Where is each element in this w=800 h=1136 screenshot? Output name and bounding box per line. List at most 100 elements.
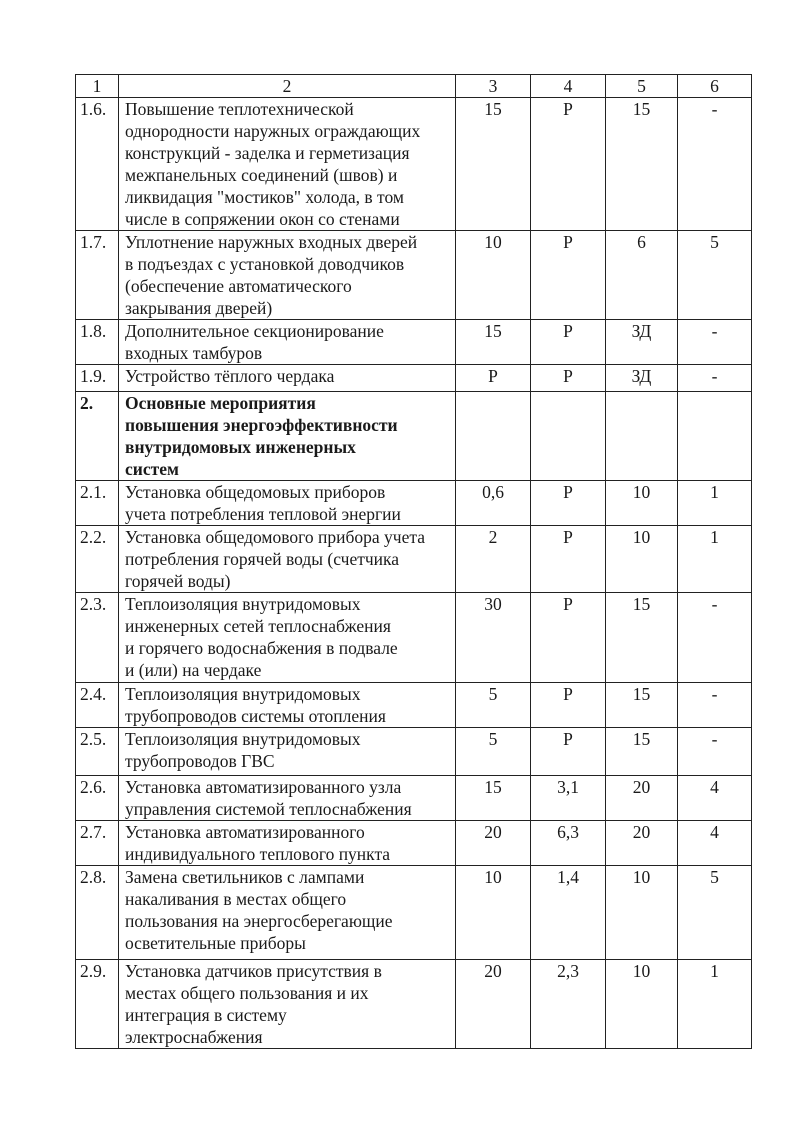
col3-value: 10 [455, 230, 531, 320]
row-number: 2.3. [75, 592, 119, 683]
col5-value: ЗД [605, 364, 678, 392]
table-row: 2. Основные мероприятия повышения энергоэ… [75, 391, 752, 481]
header-cell: 2 [118, 74, 456, 98]
table-header-row: 1 2 3 4 5 6 [75, 74, 752, 98]
col3-value: Р [455, 364, 531, 392]
row-number: 2.4. [75, 682, 119, 728]
row-description: Установка автоматизированного индивидуал… [118, 820, 456, 866]
col3-value: 15 [455, 97, 531, 231]
col4-value [530, 391, 606, 481]
row-description: Теплоизоляция внутридомовых трубопроводо… [118, 682, 456, 728]
col3-value: 2 [455, 525, 531, 593]
col4-value: Р [530, 592, 606, 683]
col3-value [455, 391, 531, 481]
table-row: 1.7. Уплотнение наружных входных дверей в… [75, 230, 752, 320]
col6-value: 1 [677, 959, 752, 1049]
col6-value: 4 [677, 820, 752, 866]
col5-value [605, 391, 678, 481]
col3-value: 15 [455, 319, 531, 365]
row-description: Установка автоматизированного узла управ… [118, 775, 456, 821]
col6-value: - [677, 364, 752, 392]
row-description: Основные мероприятия повышения энергоэфф… [118, 391, 456, 481]
col6-value: 5 [677, 230, 752, 320]
row-number: 2.2. [75, 525, 119, 593]
col5-value: 15 [605, 682, 678, 728]
col5-value: 10 [605, 865, 678, 960]
header-cell: 3 [455, 74, 531, 98]
measures-table: 1 2 3 4 5 6 1.6. Повышение теплотехническ… [75, 74, 752, 1049]
row-number: 2. [75, 391, 119, 481]
col5-value: 15 [605, 592, 678, 683]
col5-value: 10 [605, 525, 678, 593]
row-description: Установка общедомовых приборов учета пот… [118, 480, 456, 526]
row-number: 2.9. [75, 959, 119, 1049]
col5-value: ЗД [605, 319, 678, 365]
col5-value: 15 [605, 727, 678, 776]
col6-value: 1 [677, 525, 752, 593]
col6-value: 1 [677, 480, 752, 526]
col4-value: 6,3 [530, 820, 606, 866]
col4-value: Р [530, 97, 606, 231]
row-number: 1.6. [75, 97, 119, 231]
row-number: 2.8. [75, 865, 119, 960]
table-row: 2.2. Установка общедомового прибора учета… [75, 525, 752, 593]
row-description: Установка датчиков присутствия в местах … [118, 959, 456, 1049]
table-row: 1.8. Дополнительное секционирование входн… [75, 319, 752, 365]
col3-value: 5 [455, 727, 531, 776]
row-number: 1.8. [75, 319, 119, 365]
table-row: 2.5. Теплоизоляция внутридомовых трубопро… [75, 727, 752, 776]
row-number: 2.7. [75, 820, 119, 866]
row-description: Дополнительное секционирование входных т… [118, 319, 456, 365]
col6-value: - [677, 97, 752, 231]
row-number: 2.1. [75, 480, 119, 526]
row-description: Теплоизоляция внутридомовых трубопроводо… [118, 727, 456, 776]
row-description: Устройство тёплого чердака [118, 364, 456, 392]
table-row: 1.6. Повышение теплотехнической однородно… [75, 97, 752, 231]
table-row: 2.8. Замена светильников с лампами накали… [75, 865, 752, 960]
header-cell: 4 [530, 74, 606, 98]
col4-value: Р [530, 364, 606, 392]
table-row: 2.9. Установка датчиков присутствия в мес… [75, 959, 752, 1049]
col6-value: 5 [677, 865, 752, 960]
row-number: 2.5. [75, 727, 119, 776]
table-row: 2.3. Теплоизоляция внутридомовых инженерн… [75, 592, 752, 683]
col5-value: 10 [605, 480, 678, 526]
row-description: Повышение теплотехнической однородности … [118, 97, 456, 231]
table-row: 2.7. Установка автоматизированного индиви… [75, 820, 752, 866]
row-number: 1.7. [75, 230, 119, 320]
row-description: Установка общедомового прибора учета пот… [118, 525, 456, 593]
row-number: 2.6. [75, 775, 119, 821]
table-row: 2.1. Установка общедомовых приборов учета… [75, 480, 752, 526]
col5-value: 20 [605, 775, 678, 821]
col5-value: 6 [605, 230, 678, 320]
col3-value: 20 [455, 959, 531, 1049]
header-cell: 5 [605, 74, 678, 98]
header-cell: 1 [75, 74, 119, 98]
col5-value: 10 [605, 959, 678, 1049]
col4-value: 1,4 [530, 865, 606, 960]
col4-value: Р [530, 727, 606, 776]
row-number: 1.9. [75, 364, 119, 392]
col3-value: 10 [455, 865, 531, 960]
row-description: Замена светильников с лампами накаливани… [118, 865, 456, 960]
col6-value: - [677, 592, 752, 683]
col6-value: - [677, 682, 752, 728]
table-row: 2.4. Теплоизоляция внутридомовых трубопро… [75, 682, 752, 728]
col3-value: 5 [455, 682, 531, 728]
col4-value: Р [530, 525, 606, 593]
header-cell: 6 [677, 74, 752, 98]
table-row: 1.9. Устройство тёплого чердака Р Р ЗД - [75, 364, 752, 392]
col4-value: 3,1 [530, 775, 606, 821]
col5-value: 15 [605, 97, 678, 231]
row-description: Теплоизоляция внутридомовых инженерных с… [118, 592, 456, 683]
col3-value: 30 [455, 592, 531, 683]
col4-value: Р [530, 480, 606, 526]
col4-value: Р [530, 319, 606, 365]
col3-value: 20 [455, 820, 531, 866]
col6-value [677, 391, 752, 481]
col3-value: 15 [455, 775, 531, 821]
table-row: 2.6. Установка автоматизированного узла у… [75, 775, 752, 821]
col3-value: 0,6 [455, 480, 531, 526]
col4-value: Р [530, 682, 606, 728]
col6-value: 4 [677, 775, 752, 821]
